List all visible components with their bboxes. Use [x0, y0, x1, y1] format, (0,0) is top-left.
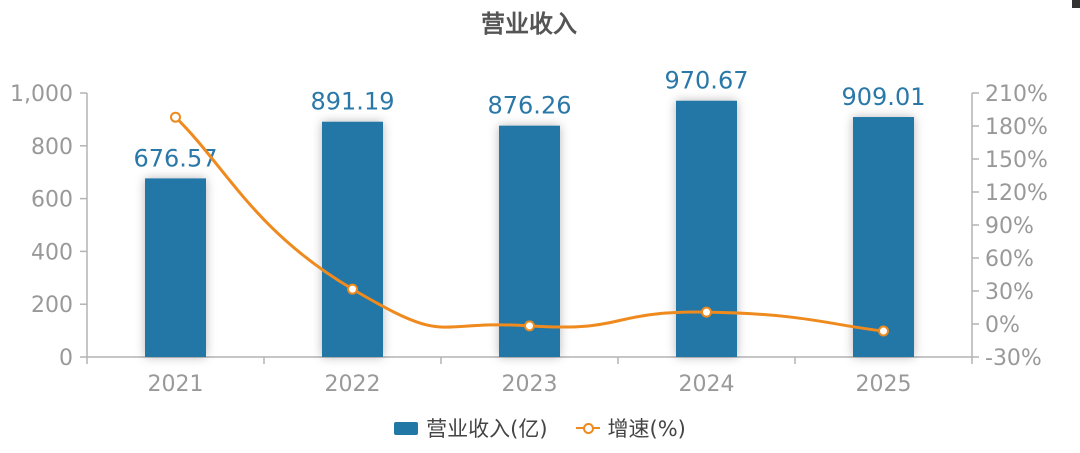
- bar: [853, 117, 914, 357]
- y-left-tick-label: 800: [31, 135, 73, 160]
- growth-point: [701, 306, 712, 318]
- y-right-tick-label: -30%: [985, 346, 1042, 371]
- legend-item-revenue[interactable]: 营业收入(亿): [394, 413, 548, 443]
- legend-label-revenue: 营业收入(亿): [426, 417, 548, 441]
- legend-label-growth: 增速(%): [607, 417, 686, 441]
- growth-point: [878, 325, 889, 337]
- bar-data-label: 970.67: [665, 67, 749, 95]
- chart-title: 营业收入: [481, 10, 577, 38]
- legend-item-growth[interactable]: 增速(%): [575, 413, 686, 443]
- bar: [322, 121, 383, 358]
- bar-data-label: 876.26: [488, 92, 572, 120]
- x-tick-label: 2024: [679, 372, 735, 397]
- x-tick-label: 2025: [856, 372, 912, 397]
- y-right-tick-label: 120%: [985, 181, 1048, 206]
- growth-point: [347, 283, 358, 295]
- y-right-tick-label: 0%: [985, 313, 1020, 338]
- growth-point: [170, 111, 181, 123]
- bar-data-label: 909.01: [842, 83, 926, 111]
- corner-mark: [1072, 0, 1080, 8]
- growth-point: [524, 320, 535, 332]
- y-left-tick-label: 400: [31, 240, 73, 265]
- y-right-tick-label: 60%: [985, 247, 1034, 272]
- line-swatch-icon: [575, 421, 600, 435]
- x-tick-label: 2021: [148, 372, 204, 397]
- y-right-tick-label: 30%: [985, 280, 1034, 305]
- y-left-tick-label: 1,000: [10, 82, 73, 107]
- y-right-tick-label: 90%: [985, 214, 1034, 239]
- legend: 营业收入(亿) 增速(%): [0, 413, 1080, 443]
- bar-data-label: 891.19: [311, 88, 395, 116]
- x-tick-label: 2023: [502, 372, 558, 397]
- bar: [145, 178, 206, 357]
- x-tick-label: 2022: [325, 372, 381, 397]
- bar: [499, 125, 560, 357]
- y-left-tick-label: 200: [31, 293, 73, 318]
- y-right-tick-label: 210%: [985, 82, 1048, 107]
- y-left-tick-label: 0: [59, 346, 73, 371]
- bar-swatch-icon: [394, 421, 419, 435]
- bar: [676, 100, 737, 358]
- y-right-tick-label: 180%: [985, 115, 1048, 140]
- y-right-tick-label: 150%: [985, 148, 1048, 173]
- y-left-tick-label: 600: [31, 188, 73, 213]
